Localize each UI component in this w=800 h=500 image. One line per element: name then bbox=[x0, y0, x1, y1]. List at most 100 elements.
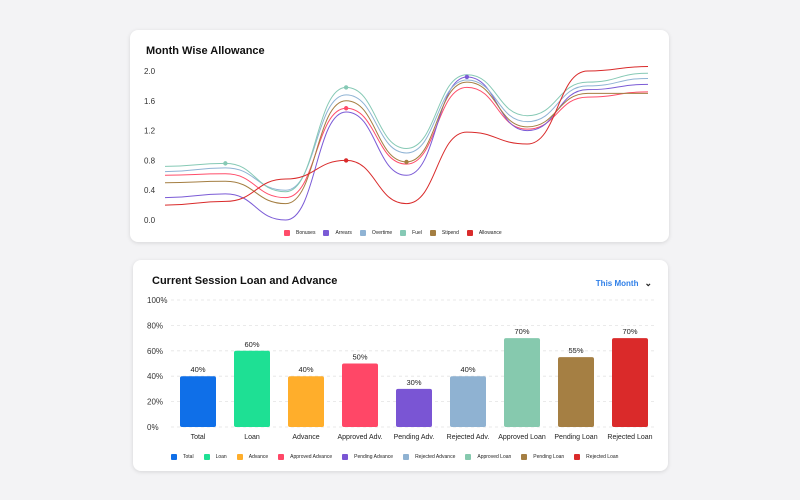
legend-label: Pending Advance bbox=[354, 454, 394, 460]
legend-item-approved-loan[interactable]: Approved Loan bbox=[465, 454, 511, 460]
legend-label: Bonuses bbox=[296, 230, 316, 236]
legend-label: Approved Advance bbox=[290, 454, 333, 460]
x-tick-label: Pending Loan bbox=[554, 434, 597, 441]
legend-item-stipend[interactable]: Stipend bbox=[429, 230, 459, 236]
series-line-stipend bbox=[164, 81, 648, 205]
bar-value-label: 60% bbox=[244, 340, 259, 349]
bar-rejected-loan bbox=[612, 338, 648, 427]
bar-value-label: 40% bbox=[298, 365, 313, 374]
allowance-legend: Bonuses Arrears Overtime Fuel Stipend Allowan… bbox=[284, 230, 502, 236]
y-tick-label: 1.6 bbox=[144, 97, 156, 106]
data-point-arrears bbox=[464, 74, 470, 80]
legend-label: Loan bbox=[215, 454, 227, 460]
y-tick-label: 80% bbox=[147, 321, 163, 330]
y-tick-label: 2.0 bbox=[144, 67, 156, 76]
x-tick-label: Rejected Loan bbox=[607, 434, 652, 441]
y-tick-label: 0% bbox=[147, 423, 159, 432]
bar-value-label: 40% bbox=[190, 365, 205, 374]
legend-swatch bbox=[466, 230, 473, 236]
legend-label: Allowance bbox=[478, 230, 502, 236]
legend-label: Overtime bbox=[371, 230, 393, 236]
y-tick-label: 100% bbox=[147, 296, 167, 305]
legend-label: Rejected Advance bbox=[415, 454, 456, 460]
legend-item-arrears[interactable]: Arrears bbox=[323, 230, 352, 236]
legend-label: Stipend bbox=[441, 230, 459, 236]
y-tick-label: 0.8 bbox=[144, 156, 156, 165]
bar-value-label: 30% bbox=[406, 378, 421, 387]
bar-value-label: 55% bbox=[568, 346, 583, 355]
series-line-bonuses bbox=[164, 86, 649, 199]
legend-item-total[interactable]: Total bbox=[171, 454, 194, 460]
legend-swatch bbox=[278, 454, 285, 460]
y-tick-label: 0.0 bbox=[144, 216, 156, 225]
data-point-fuel bbox=[343, 85, 349, 90]
legend-label: Fuel bbox=[412, 230, 422, 236]
data-point-allowance bbox=[343, 158, 349, 163]
legend-swatch bbox=[171, 454, 177, 460]
x-tick-label: Approved Adv. bbox=[337, 434, 382, 441]
legend-item-pending-loan[interactable]: Pending Loan bbox=[521, 454, 564, 460]
y-tick-label: 40% bbox=[147, 372, 163, 381]
bar-advance bbox=[288, 376, 324, 427]
legend-swatch bbox=[521, 454, 528, 460]
series-line-overtime bbox=[164, 77, 649, 191]
legend-item-advance[interactable]: Advance bbox=[236, 454, 268, 460]
x-tick-label: Pending Adv. bbox=[394, 434, 435, 441]
series-line-allowance bbox=[164, 66, 649, 206]
x-tick-label: Approved Loan bbox=[498, 434, 546, 441]
legend-swatch bbox=[574, 454, 581, 460]
legend-item-approved-advance[interactable]: Approved Advance bbox=[278, 454, 332, 460]
legend-swatch bbox=[236, 454, 243, 460]
legend-label: Rejected Loan bbox=[586, 454, 619, 460]
legend-label: Arrears bbox=[335, 230, 352, 236]
legend-swatch bbox=[465, 454, 472, 460]
chevron-down-icon: ⌄ bbox=[644, 278, 652, 288]
y-tick-label: 60% bbox=[147, 347, 163, 356]
legend-item-bonuses[interactable]: Bonuses bbox=[284, 230, 315, 236]
x-tick-label: Rejected Adv. bbox=[447, 434, 490, 441]
bar-approved-adv bbox=[342, 363, 378, 427]
legend-swatch bbox=[323, 230, 330, 236]
legend-swatch bbox=[359, 230, 366, 236]
legend-item-loan[interactable]: Loan bbox=[203, 454, 227, 460]
legend-item-fuel[interactable]: Fuel bbox=[400, 230, 422, 236]
legend-label: Pending Loan bbox=[533, 454, 565, 460]
legend-swatch bbox=[342, 454, 349, 460]
bar-value-label: 50% bbox=[352, 353, 367, 362]
x-tick-label: Total bbox=[191, 434, 206, 441]
loan-advance-chart-title: Current Session Loan and Advance bbox=[152, 275, 338, 287]
legend-swatch bbox=[429, 230, 436, 236]
legend-item-pending-advance[interactable]: Pending Advance bbox=[342, 454, 393, 460]
data-point-bonuses bbox=[343, 106, 349, 111]
bar-approved-loan bbox=[504, 338, 540, 427]
y-tick-label: 1.2 bbox=[144, 127, 156, 136]
bar-pending-loan bbox=[558, 357, 594, 427]
loan-advance-bar-chart: 0% 20% 40% 60% 80% 100% 40% Total 60% Loan 40% Adva… bbox=[147, 296, 657, 441]
loan-advance-legend: Total Loan Advance Approved Advance Pending … bbox=[171, 454, 618, 460]
data-point-stipend bbox=[404, 159, 409, 165]
bar-total bbox=[180, 376, 216, 427]
bar-value-label: 70% bbox=[622, 327, 637, 336]
bar-value-label: 70% bbox=[514, 327, 529, 336]
period-dropdown[interactable]: This Month ⌄ bbox=[596, 278, 652, 289]
legend-swatch bbox=[284, 230, 290, 236]
bar-pending-adv bbox=[396, 388, 432, 427]
legend-label: Total bbox=[183, 454, 194, 460]
period-dropdown-label: This Month bbox=[595, 279, 639, 288]
allowance-card: Month Wise Allowance 0.0 0.4 0.8 1.2 1.6 2.0 … bbox=[130, 30, 669, 242]
legend-swatch bbox=[403, 454, 410, 460]
legend-item-rejected-advance[interactable]: Rejected Advance bbox=[403, 454, 455, 460]
legend-swatch bbox=[400, 230, 407, 236]
legend-item-allowance[interactable]: Allowance bbox=[466, 230, 502, 236]
loan-advance-card: Current Session Loan and Advance This Mo… bbox=[133, 260, 668, 471]
legend-item-overtime[interactable]: Overtime bbox=[359, 230, 393, 236]
legend-label: Approved Loan bbox=[477, 454, 512, 460]
bar-value-label: 40% bbox=[460, 365, 475, 374]
y-tick-label: 0.4 bbox=[144, 186, 156, 195]
legend-swatch bbox=[203, 454, 210, 460]
bar-rejected-adv bbox=[450, 376, 486, 427]
allowance-chart-title: Month Wise Allowance bbox=[146, 45, 265, 57]
bar-loan bbox=[234, 350, 270, 427]
x-tick-label: Loan bbox=[244, 434, 260, 441]
legend-item-rejected-loan[interactable]: Rejected Loan bbox=[574, 454, 618, 460]
